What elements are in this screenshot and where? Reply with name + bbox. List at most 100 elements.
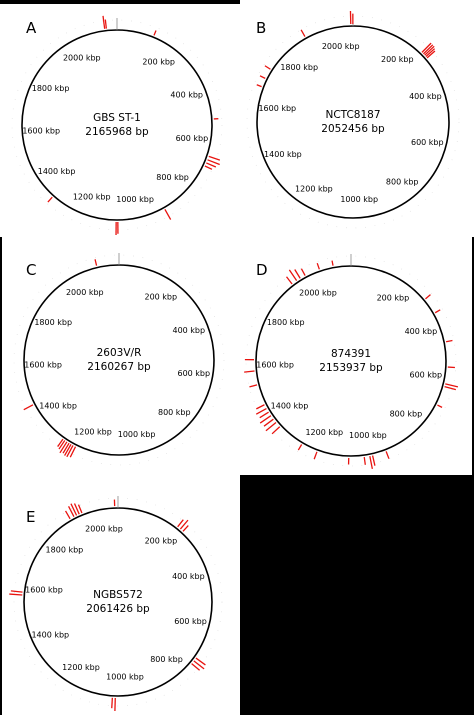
tick-label: 1200 kbp: [74, 427, 112, 436]
red-mark-3: [300, 268, 306, 276]
tick-label: 1000 kbp: [340, 195, 378, 204]
genome-name: GBS ST-1: [93, 112, 141, 124]
red-mark-7: [434, 309, 441, 314]
tick-label: 2000 kbp: [299, 289, 337, 298]
tick-label: 400 kbp: [409, 92, 442, 101]
genome-size: 2052456 bp: [321, 123, 385, 135]
red-mark-4: [424, 45, 435, 56]
tick-label: 2000 kbp: [66, 288, 104, 297]
red-mark-6: [177, 519, 184, 528]
tick-label: 1600 kbp: [258, 104, 296, 113]
panel-letter: A: [26, 19, 37, 37]
red-mark-5: [331, 260, 334, 266]
tick-label: 800 kbp: [390, 410, 423, 419]
red-mark-0: [286, 276, 293, 285]
tick-label: 600 kbp: [174, 617, 207, 626]
red-mark-11: [444, 385, 457, 391]
red-mark-8: [445, 339, 453, 343]
red-mark-0: [69, 446, 77, 458]
panel-letter: C: [26, 261, 36, 279]
tick-label: 1800 kbp: [34, 318, 72, 327]
red-mark-26: [256, 404, 265, 410]
panel-e: 200 kbp 400 kbp 600 kbp 800 kbp 1000 kbp 1200…: [9, 496, 223, 711]
red-mark-0: [64, 510, 71, 520]
red-mark-6: [164, 209, 172, 220]
tick-label: 1800 kbp: [46, 546, 84, 555]
tick-label: 1600 kbp: [256, 360, 294, 369]
red-mark-21: [265, 422, 277, 432]
tick-label: 1200 kbp: [62, 663, 100, 672]
red-mark-2: [421, 42, 432, 53]
tick-label: 1000 kbp: [349, 431, 387, 440]
red-mark-0: [102, 15, 106, 29]
red-mark-14: [371, 455, 376, 466]
tick-label: 600 kbp: [409, 371, 442, 380]
tick-label: 400 kbp: [172, 326, 205, 335]
red-mark-1: [288, 269, 298, 282]
tick-label: 800 kbp: [156, 173, 189, 182]
red-mark-14: [9, 593, 23, 596]
red-mark-9: [195, 657, 206, 666]
tick-label: 1400 kbp: [38, 167, 76, 176]
red-mark-4: [59, 441, 68, 454]
red-mark-24: [259, 411, 269, 419]
red-mark-5: [58, 440, 66, 450]
tick-label: 1400 kbp: [264, 150, 302, 159]
red-mark-5: [425, 48, 436, 57]
red-mark-23: [259, 415, 272, 424]
red-mark-2: [64, 443, 72, 456]
red-mark-9: [259, 75, 266, 79]
tick-label: 200 kbp: [377, 294, 410, 303]
tick-label: 1200 kbp: [73, 193, 111, 202]
genome-name: 2603V/R: [97, 347, 142, 359]
red-mark-1: [104, 19, 107, 29]
tick-label: 200 kbp: [142, 57, 175, 66]
red-mark-10: [445, 383, 459, 388]
red-mark-11: [191, 663, 201, 671]
panel-d: 200 kbp 400 kbp 600 kbp 800 kbp 1000 kbp 1200…: [244, 254, 459, 470]
tick-label: 1000 kbp: [116, 195, 154, 204]
panel-letter: E: [26, 508, 35, 526]
red-mark-27: [249, 384, 258, 388]
red-mark-10: [153, 30, 157, 36]
red-mark-7: [23, 404, 34, 411]
tick-label: 1400 kbp: [39, 401, 77, 410]
panel-letter: D: [256, 261, 268, 279]
red-mark-5: [204, 165, 213, 170]
genome-name: 874391: [331, 348, 371, 360]
tick-label: 1800 kbp: [32, 84, 70, 93]
panel-letter: B: [256, 19, 266, 37]
red-mark-3: [73, 503, 80, 515]
outer-track: [13, 497, 223, 707]
tick-label: 1000 kbp: [106, 673, 144, 682]
content-area-bottom: [2, 475, 240, 715]
red-mark-13: [111, 697, 114, 709]
tick-label: 1200 kbp: [305, 428, 343, 437]
red-mark-25: [255, 407, 267, 415]
red-mark-12: [437, 404, 443, 408]
tick-label: 200 kbp: [145, 537, 178, 546]
red-mark-2: [294, 269, 301, 279]
tick-label: 400 kbp: [172, 572, 205, 581]
red-mark-2: [208, 155, 221, 161]
tick-label: 1400 kbp: [31, 630, 69, 639]
red-mark-6: [425, 294, 431, 300]
tick-label: 1600 kbp: [24, 361, 62, 370]
tick-label: 200 kbp: [381, 55, 414, 64]
panel-b: 200 kbp 400 kbp 600 kbp 800 kbp 1000 kbp 1200…: [246, 11, 460, 229]
red-mark-2: [70, 503, 78, 516]
red-mark-15: [10, 590, 23, 593]
red-mark-3: [62, 442, 70, 454]
red-mark-6: [57, 438, 64, 447]
tick-label: 2000 kbp: [322, 42, 360, 51]
tick-label: 600 kbp: [177, 369, 210, 378]
genome-name: NCTC8187: [325, 109, 380, 121]
red-mark-8: [94, 259, 98, 266]
top-border: [0, 0, 240, 4]
red-mark-4: [77, 504, 83, 514]
genome-size: 2153937 bp: [319, 362, 383, 374]
red-mark-22: [263, 418, 274, 427]
red-mark-7: [179, 519, 189, 530]
tick-label: 200 kbp: [144, 293, 177, 302]
